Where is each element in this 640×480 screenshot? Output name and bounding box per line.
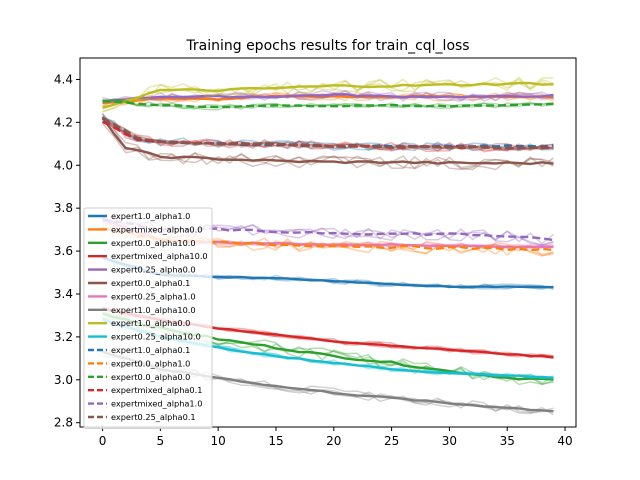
x-tick-label: 0: [99, 434, 107, 448]
legend-label: expert1.0_alpha10.0: [111, 305, 196, 315]
x-tick-label: 30: [442, 434, 457, 448]
y-tick-label: 2.8: [54, 416, 73, 430]
y-axis: 2.8 3.0 3.2 3.4 3.6 3.8 4.0 4.2 4.4: [54, 72, 80, 430]
legend-label: expert0.25_alpha10.0: [111, 332, 201, 342]
legend-label: expert0.0_alpha0.1: [111, 278, 190, 288]
series-run-line: [102, 98, 554, 110]
x-tick-label: 40: [557, 434, 572, 448]
legend-label: expert0.25_alpha0.0: [111, 265, 196, 275]
x-tick-label: 35: [500, 434, 515, 448]
y-tick-label: 3.0: [54, 373, 73, 387]
series-run-line: [102, 120, 554, 153]
x-tick-label: 5: [157, 434, 165, 448]
y-tick-label: 3.8: [54, 201, 73, 215]
y-tick-label: 4.4: [54, 72, 73, 86]
legend-label: expert0.0_alpha1.0: [111, 358, 190, 368]
legend-label: expert1.0_alpha1.0: [111, 211, 190, 221]
legend-label: expert0.0_alpha0.0: [111, 372, 190, 382]
chart-title: Training epochs results for train_cql_lo…: [185, 38, 469, 54]
legend-label: expert1.0_alpha0.0: [111, 318, 190, 328]
x-tick-label: 15: [268, 434, 283, 448]
legend: expert1.0_alpha1.0 expertmixed_alpha0.0ex…: [83, 207, 213, 429]
y-tick-label: 3.4: [54, 287, 73, 301]
legend-box: [83, 207, 213, 429]
series-line: [102, 92, 554, 103]
series-line: [101, 117, 554, 150]
x-axis: 0 5 10 15 20 25 30 35 40: [99, 427, 573, 448]
legend-label: expert0.25_alpha1.0: [111, 291, 196, 301]
legend-label: expert0.0_alpha10.0: [111, 238, 196, 248]
legend-label: expert0.25_alpha0.1: [111, 412, 196, 422]
series-run-line: [101, 112, 554, 171]
series-run-line: [102, 89, 554, 104]
legend-label: expertmixed_alpha0.1: [111, 385, 202, 395]
plot-frame: [79, 57, 577, 428]
series-line: [102, 81, 554, 109]
series-run-line: [102, 115, 554, 152]
series-run-line: [102, 118, 554, 152]
series-run-line: [102, 89, 554, 105]
x-tick-label: 20: [326, 434, 341, 448]
series-line: [101, 116, 554, 166]
legend-label: expertmixed_alpha0.0: [111, 224, 202, 234]
legend-label: expert1.0_alpha0.1: [111, 345, 190, 355]
y-tick-label: 3.2: [54, 330, 73, 344]
y-tick-label: 4.2: [54, 115, 73, 129]
legend-label: expertmixed_alpha1.0: [111, 399, 202, 409]
legend-label: expertmixed_alpha10.0: [111, 251, 208, 261]
series-line: [102, 99, 554, 109]
y-tick-label: 4.0: [54, 158, 73, 172]
y-tick-label: 3.6: [54, 244, 73, 258]
x-tick-label: 10: [211, 434, 226, 448]
x-tick-label: 25: [384, 434, 399, 448]
